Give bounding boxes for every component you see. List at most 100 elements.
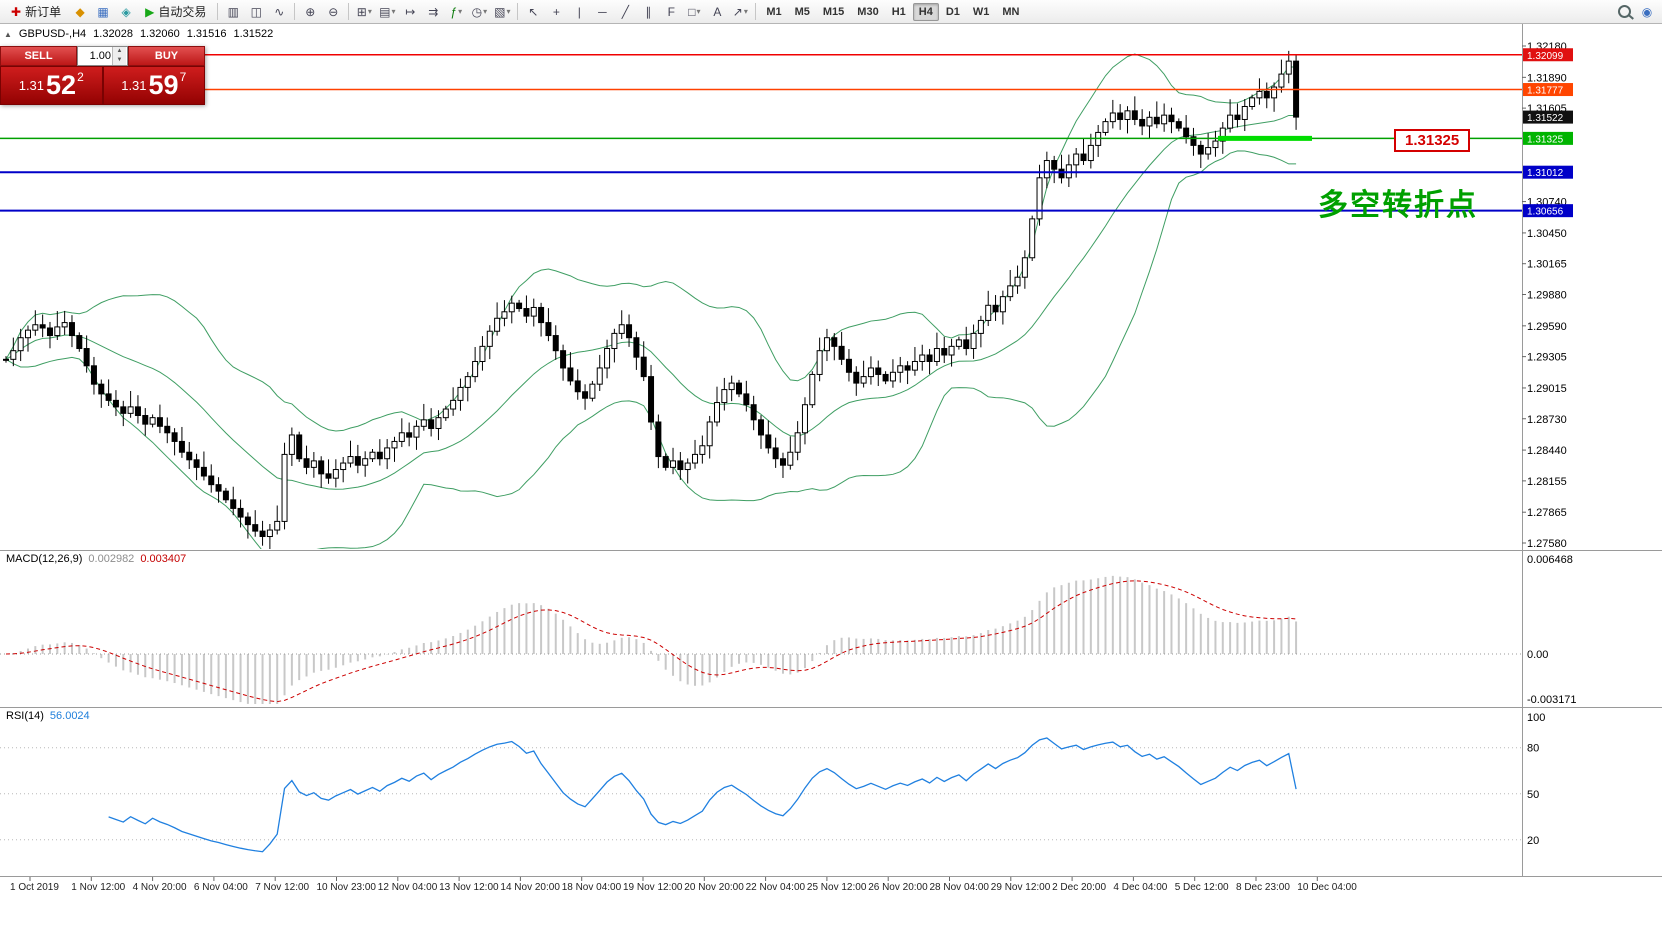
chart-shift-icon[interactable]: ⇉ [422, 1, 444, 23]
volume-down-icon[interactable]: ▼ [113, 56, 126, 65]
main-pane [3, 50, 1300, 549]
candle-body [39, 324, 46, 329]
trendline-icon[interactable]: ╱ [614, 1, 636, 23]
candle-body [604, 348, 611, 369]
cursor-icon[interactable]: ↖ [522, 1, 544, 23]
crosshair-icon[interactable]: + [545, 1, 567, 23]
charts-icon: ◆ [75, 4, 85, 19]
horizontal-line-icon[interactable]: ─ [591, 1, 613, 23]
templates-icon[interactable]: ▧ ▾ [491, 1, 513, 23]
candle-body [1161, 114, 1168, 125]
candle-body [1241, 106, 1248, 120]
price-axis-label: 1.28730 [1527, 414, 1567, 426]
auto-trading-button[interactable]: ▶ 自动交易 [138, 1, 213, 23]
candle-body [68, 322, 75, 337]
navigator-icon: ◈ [121, 4, 131, 19]
timeframe-m15-button[interactable]: M15 [822, 5, 845, 18]
candle-body [970, 332, 977, 350]
candle-body [655, 421, 662, 458]
chart-ohlc-header: ▲ GBPUSD-,H4 1.32028 1.32060 1.31516 1.3… [4, 28, 273, 40]
macd-axis-label: 0.006468 [1527, 554, 1573, 566]
candle-body [757, 419, 764, 436]
navigator-icon[interactable]: ◈ [115, 1, 137, 23]
search-icon[interactable] [1613, 1, 1635, 23]
candle-body [1168, 114, 1175, 123]
buy-price-button[interactable]: 1.31 59 7 [102, 66, 205, 105]
candle-body [955, 339, 962, 347]
indicators-icon[interactable]: ƒ ▾ [445, 1, 467, 23]
candlestick-chart-icon[interactable]: ◫ [245, 1, 267, 23]
periods-icon: ◷ [471, 4, 483, 19]
candle-body [985, 304, 992, 321]
vertical-line-icon[interactable]: | [568, 1, 590, 23]
candle-body [897, 365, 904, 373]
candle-body [46, 327, 53, 337]
macd-main-value: 0.002982 [88, 553, 135, 565]
profiles-icon[interactable]: ▤ ▾ [376, 1, 398, 23]
candle-body [3, 358, 9, 361]
candle-body [516, 302, 523, 310]
line-chart-icon[interactable]: ∿ [268, 1, 290, 23]
toolbar-separator [755, 3, 757, 20]
timeframe-m30-button[interactable]: M30 [857, 5, 879, 18]
candle-body [684, 462, 691, 471]
community-icon[interactable]: ◉ [1636, 1, 1658, 23]
candle-body [919, 354, 926, 362]
market-watch-icon[interactable]: ▦ [92, 1, 114, 23]
price-axis-label: 1.31890 [1527, 72, 1567, 84]
volume-input[interactable] [78, 50, 112, 62]
auto-scroll-icon[interactable]: ↦ [399, 1, 421, 23]
candle-body [1205, 147, 1212, 155]
sell-price-button[interactable]: 1.31 52 2 [0, 66, 103, 105]
candle-body [706, 421, 713, 447]
periods-icon[interactable]: ◷ ▾ [468, 1, 490, 23]
time-axis-label: 29 Nov 12:00 [991, 882, 1051, 893]
bollinger-upper-band [5, 53, 1297, 432]
collapse-panel-icon[interactable]: ▲ [4, 29, 12, 39]
candle-body [398, 432, 405, 442]
timeframe-d1-button[interactable]: D1 [945, 5, 960, 18]
timeframe-w1-button[interactable]: W1 [972, 5, 990, 18]
candle-body [889, 371, 896, 382]
candle-body [354, 456, 361, 466]
candle-body [670, 460, 677, 468]
buy-button[interactable]: BUY [128, 46, 205, 66]
candle-body [332, 469, 339, 479]
zoom-in-icon[interactable]: ⊕ [299, 1, 321, 23]
bar-chart-icon[interactable]: ▥ [222, 1, 244, 23]
price-axis-label: 1.30450 [1527, 228, 1567, 240]
indicators-icon: ƒ [450, 4, 458, 19]
channel-icon: ∥ [645, 4, 652, 19]
text-icon[interactable]: A [706, 1, 728, 23]
zoom-out-icon[interactable]: ⊖ [322, 1, 344, 23]
volume-up-icon[interactable]: ▲ [113, 47, 126, 56]
current-price-badge-label: 1.31522 [1527, 113, 1564, 124]
candle-body [860, 376, 867, 384]
candle-body [413, 425, 420, 438]
charts-icon[interactable]: ◆ [69, 1, 91, 23]
buy-price-prefix: 1.31 [121, 78, 147, 93]
arrows-icon[interactable]: ↗ ▾ [729, 1, 751, 23]
shapes-icon[interactable]: □ ▾ [683, 1, 705, 23]
close-value: 1.31522 [233, 28, 274, 40]
fibonacci-icon[interactable]: F [660, 1, 682, 23]
sell-button[interactable]: SELL [0, 46, 77, 66]
timeframe-h1-button[interactable]: H1 [891, 5, 906, 18]
timeframe-mn-button[interactable]: MN [1002, 5, 1020, 18]
price-level-label[interactable]: 1.31325 [1394, 129, 1471, 152]
candle-body [244, 516, 251, 526]
candle-body [1197, 144, 1204, 155]
new-chart-icon[interactable]: ⊞ ▾ [353, 1, 375, 23]
timeframe-m5-button[interactable]: M5 [794, 5, 810, 18]
channel-icon[interactable]: ∥ [637, 1, 659, 23]
timeframe-m1-button[interactable]: M1 [766, 5, 782, 18]
candle-body [567, 367, 574, 382]
new-order-button[interactable]: ✚ 新订单 [4, 1, 68, 23]
candle-body [1117, 112, 1124, 120]
timeframe-h4-button[interactable]: H4 [912, 2, 939, 21]
price-axis-label: 1.27580 [1527, 538, 1567, 550]
candle-body [435, 417, 442, 429]
candle-body [963, 339, 970, 350]
